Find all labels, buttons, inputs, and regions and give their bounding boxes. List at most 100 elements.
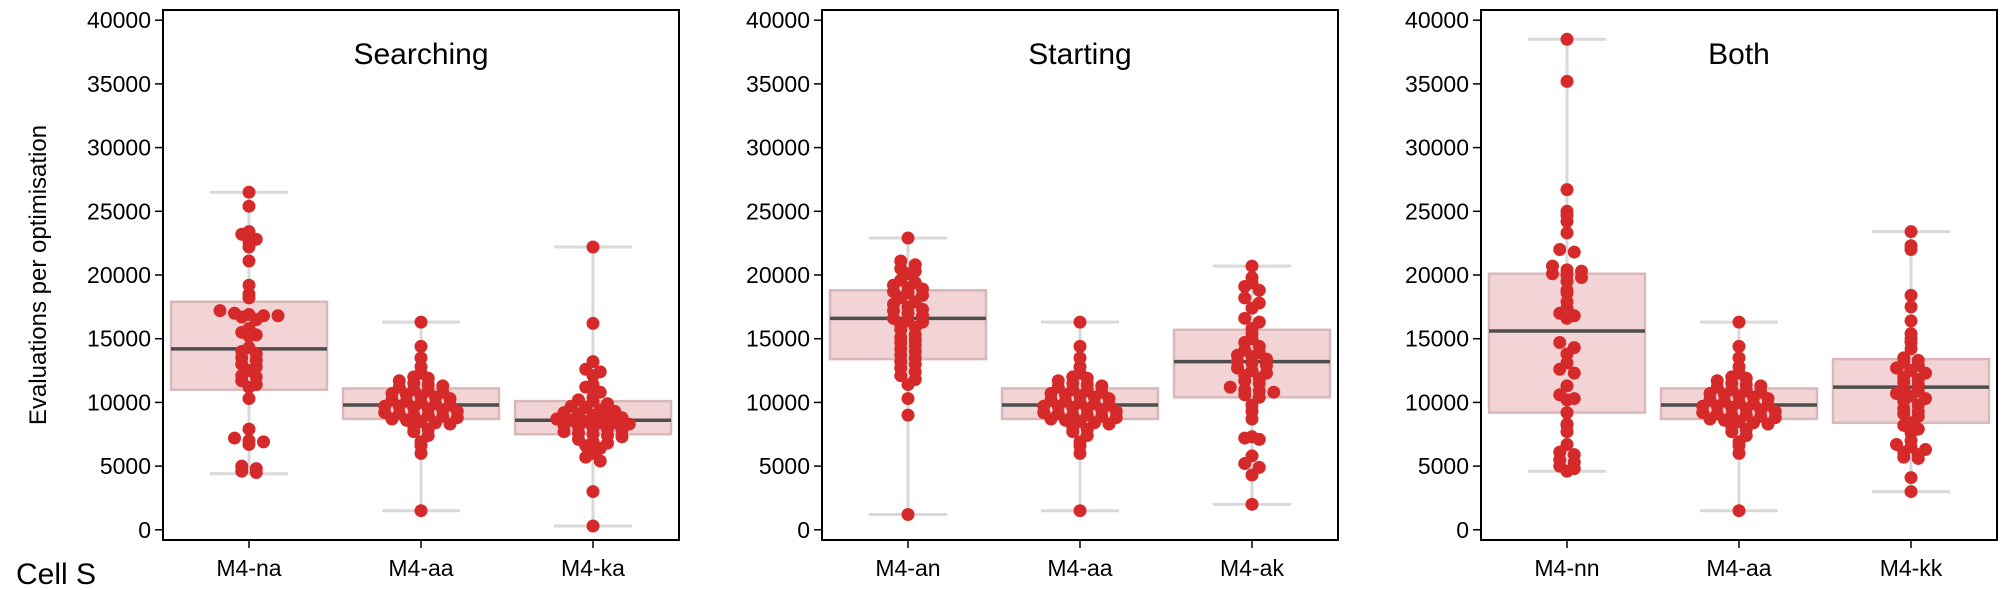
y-tick-label: 40000 xyxy=(746,7,810,33)
y-tick-label: 30000 xyxy=(746,135,810,161)
data-point xyxy=(414,315,428,329)
box-M4-aa xyxy=(1000,315,1160,518)
data-point xyxy=(1904,239,1918,253)
panels: 0 5000 10000 15000 20000 25000 30000 35000 40000… xyxy=(87,7,1998,581)
y-tick-label: 20000 xyxy=(87,262,151,288)
panel-title: Starting xyxy=(1028,38,1131,71)
data-point xyxy=(1051,374,1065,388)
data-point xyxy=(235,459,249,473)
box-M4-aa xyxy=(1659,315,1819,518)
data-point xyxy=(1238,383,1252,397)
data-point xyxy=(586,519,600,533)
data-point xyxy=(1560,406,1574,420)
data-point xyxy=(1710,374,1724,388)
axes-frame xyxy=(1480,9,1998,541)
data-point xyxy=(1245,430,1259,444)
data-point xyxy=(1904,300,1918,314)
data-point xyxy=(1073,315,1087,329)
data-point xyxy=(1897,351,1911,365)
x-tick-label: M4-na xyxy=(216,555,281,581)
y-tick-label: 35000 xyxy=(1405,71,1469,97)
y-axis-label: Evaluations per optimisation xyxy=(25,125,52,425)
y-tick-label: 20000 xyxy=(746,262,810,288)
box-M4-na xyxy=(169,185,329,479)
data-point xyxy=(1575,264,1588,278)
panel-title: Both xyxy=(1708,38,1770,71)
data-point xyxy=(414,504,428,518)
x-tick-label: M4-ak xyxy=(1220,555,1284,581)
data-point xyxy=(901,231,915,245)
data-point xyxy=(901,508,915,522)
data-point xyxy=(586,240,600,254)
data-point xyxy=(228,431,241,445)
data-point xyxy=(586,355,600,369)
data-point xyxy=(1560,183,1574,197)
data-point xyxy=(257,435,270,449)
data-point xyxy=(1904,288,1918,302)
x-tick-label: M4-aa xyxy=(1047,555,1112,581)
y-tick-label: 15000 xyxy=(1405,326,1469,352)
data-point xyxy=(1904,327,1918,341)
data-point xyxy=(586,316,600,330)
y-tick-label: 25000 xyxy=(87,198,151,224)
data-point xyxy=(436,379,450,393)
data-point xyxy=(908,258,922,272)
data-point xyxy=(1553,243,1567,257)
data-point xyxy=(1560,379,1574,393)
y-tick-label: 20000 xyxy=(1405,262,1469,288)
data-point xyxy=(593,365,607,379)
data-point xyxy=(1245,271,1259,285)
data-point xyxy=(242,341,256,355)
data-point xyxy=(1567,366,1581,380)
box-M4-aa xyxy=(341,315,501,518)
data-point xyxy=(1732,504,1746,518)
y-tick-label: 35000 xyxy=(87,71,151,97)
data-point xyxy=(242,254,256,268)
data-point xyxy=(1073,504,1087,518)
data-point xyxy=(414,339,428,353)
data-point xyxy=(1073,339,1087,353)
x-tick-label: M4-aa xyxy=(1706,555,1771,581)
data-point xyxy=(242,392,256,406)
corner-label: Cell S xyxy=(16,558,96,590)
y-tick-label: 15000 xyxy=(87,326,151,352)
panel-searching: 0 5000 10000 15000 20000 25000 30000 35000 40000… xyxy=(87,7,680,581)
data-point xyxy=(1560,295,1574,309)
data-point xyxy=(242,225,256,239)
box-M4-nn xyxy=(1487,32,1647,478)
data-point xyxy=(1553,336,1567,350)
data-point xyxy=(1546,259,1559,273)
data-point xyxy=(213,304,227,318)
box-M4-kk xyxy=(1831,225,1991,499)
data-point xyxy=(1245,449,1259,463)
x-tick-label: M4-an xyxy=(875,555,940,581)
y-tick-label: 35000 xyxy=(746,71,810,97)
data-point xyxy=(271,309,285,323)
data-point xyxy=(1238,311,1252,325)
data-point xyxy=(392,374,406,388)
data-point xyxy=(1560,226,1574,240)
y-tick-label: 0 xyxy=(138,517,151,543)
axes-frame xyxy=(821,9,1339,541)
data-point xyxy=(1252,315,1266,329)
data-point xyxy=(257,309,270,323)
y-tick-label: 5000 xyxy=(759,453,810,479)
panel-title: Searching xyxy=(353,38,488,71)
data-point xyxy=(1567,392,1581,406)
data-point xyxy=(601,397,614,411)
box-M4-ak xyxy=(1172,259,1332,511)
data-point xyxy=(1560,417,1574,431)
data-point xyxy=(242,199,256,213)
data-point xyxy=(586,378,600,392)
data-point xyxy=(1073,351,1087,365)
data-point xyxy=(1553,388,1567,402)
y-tick-label: 25000 xyxy=(1405,198,1469,224)
data-point xyxy=(1919,443,1932,457)
data-point xyxy=(1732,360,1746,374)
data-point xyxy=(242,185,256,199)
data-point xyxy=(1560,32,1574,46)
data-point xyxy=(1732,339,1746,353)
data-point xyxy=(242,322,256,336)
x-tick-label: M4-aa xyxy=(388,555,453,581)
